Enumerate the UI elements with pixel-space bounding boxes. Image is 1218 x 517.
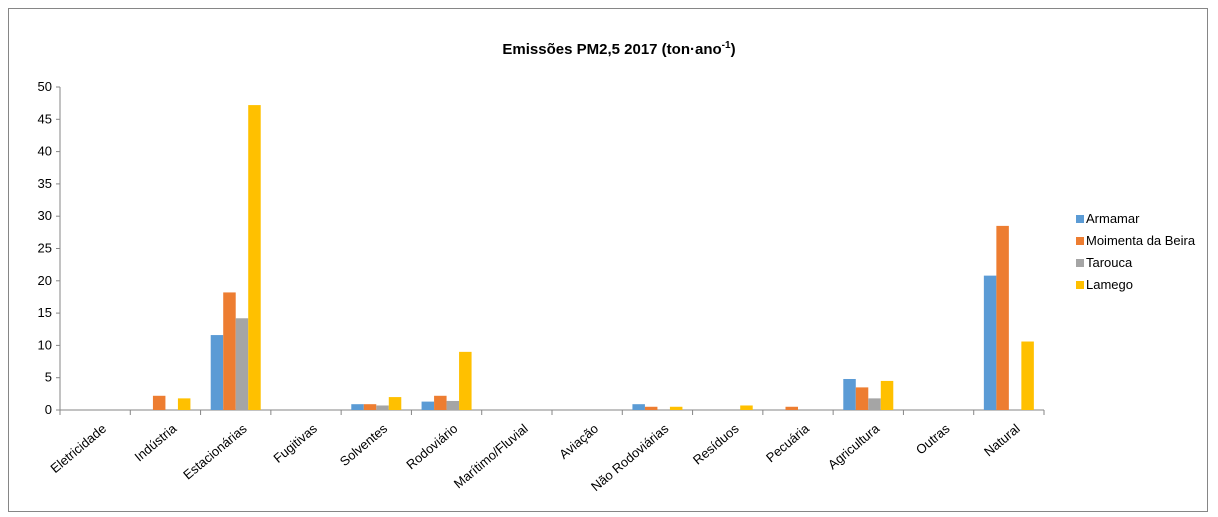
x-tick-label: Solventes [337,420,391,469]
x-tick-label: Aviação [556,421,601,462]
bar [880,380,894,410]
legend-label: Moimenta da Beira [1086,233,1196,248]
bar [740,405,753,410]
legend-swatch [1076,259,1084,267]
x-tick-label: Pecuária [763,420,813,465]
bar [152,395,166,410]
bar [855,387,869,410]
x-tick-label: Marítimo/Fluvial [451,421,531,492]
legend-swatch [1076,215,1084,223]
bars-group [152,105,1034,410]
y-tick-label: 45 [38,111,52,126]
bar [644,406,658,410]
y-tick-label: 35 [38,176,52,191]
legend-label: Armamar [1086,211,1140,226]
legend: Armamar Moimenta da Beira Tarouca Lamego [1076,211,1196,292]
bar [996,225,1009,410]
x-tick-label: Rodoviário [403,421,460,472]
y-tick-label: 10 [38,337,52,352]
chart-frame: Emissões PM2,5 2017 (ton·ano-1) 0 5 10 15 20… [8,8,1208,512]
bar [632,404,645,410]
bar [248,105,261,410]
bar [210,335,224,410]
bar [446,400,460,410]
y-tick-label: 25 [38,241,52,256]
bar [459,351,472,410]
bar [1021,341,1034,410]
bar [177,398,191,410]
bar [843,378,856,410]
legend-swatch [1076,281,1084,289]
legend-swatch [1076,237,1084,245]
y-tick-label: 40 [38,144,52,159]
bar [388,397,402,410]
x-tick-label: Fugitivas [270,420,320,465]
y-tick-label: 30 [38,208,52,223]
bar [235,318,249,410]
bar [669,406,683,410]
chart-title: Emissões PM2,5 2017 (ton·ano-1) [502,40,735,58]
bar [363,404,377,410]
bar-chart: Emissões PM2,5 2017 (ton·ano-1) 0 5 10 15 20… [38,40,1196,494]
x-axis: Eletricidade Indústria Estacionárias Fugiti… [47,409,1045,494]
bar [983,275,997,410]
x-tick-label: Indústria [132,420,180,464]
x-tick-label: Estacionárias [180,420,250,482]
bar [785,406,798,410]
y-tick-label: 50 [38,79,52,94]
legend-label: Lamego [1086,277,1133,292]
bar [351,404,364,410]
x-tick-label: Agricultura [825,420,883,472]
x-tick-label: Eletricidade [47,421,109,476]
x-tick-label: Outras [913,420,953,457]
bar [868,398,881,410]
y-tick-label: 20 [38,273,52,288]
x-tick-label: Natural [981,421,1023,459]
bar [376,405,389,410]
bar [434,395,447,410]
x-tick-label: Resíduos [690,420,742,467]
y-tick-label: 0 [45,402,52,417]
x-tick-label: Não Rodoviárias [588,420,672,494]
bar [421,401,435,410]
y-tick-label: 5 [45,370,52,385]
y-tick-label: 15 [38,305,52,320]
bar [223,292,236,410]
legend-label: Tarouca [1086,255,1133,270]
y-axis: 0 5 10 15 20 25 30 35 40 45 50 [38,79,61,417]
